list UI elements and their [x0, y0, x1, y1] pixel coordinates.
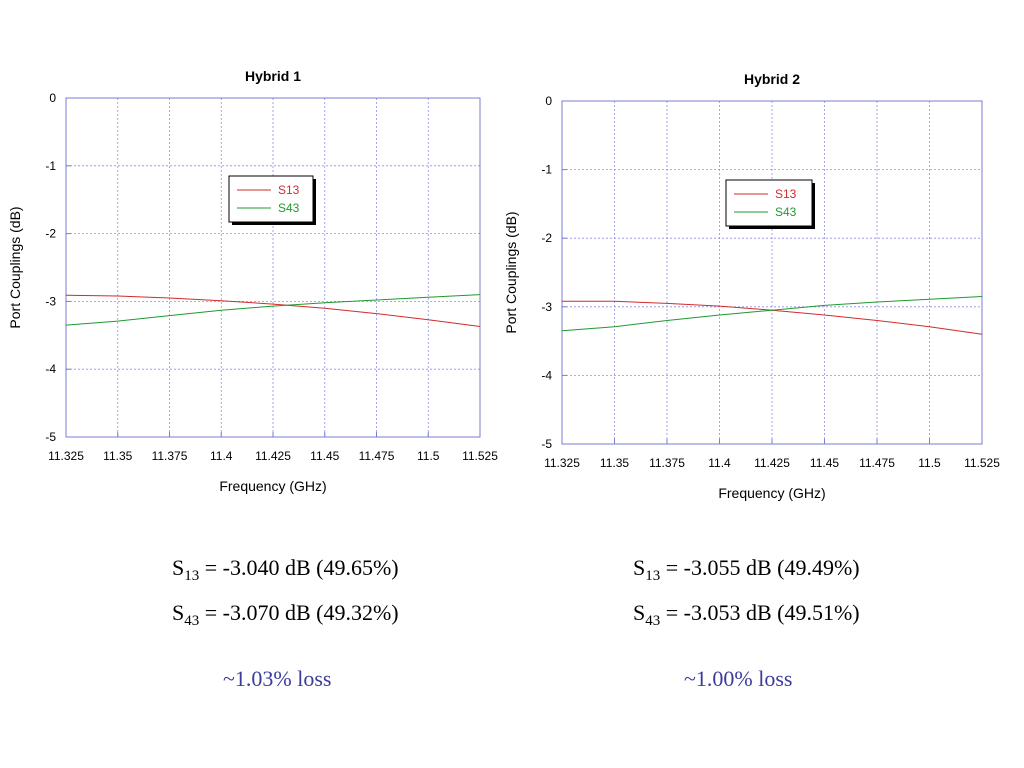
h2-legend-box	[725, 179, 813, 227]
h1-s13-result: S13 = -3.040 dB (49.65%)	[172, 555, 399, 584]
h2-legend-s43-label: S43	[775, 205, 797, 219]
h2-chart-title: Hybrid 2	[744, 71, 800, 87]
h1-s13-subscript: 13	[184, 568, 200, 584]
h1-ytick-label: -3	[45, 294, 56, 308]
h2-ytick-label: -1	[541, 163, 552, 177]
h1-legend-s43-label: S43	[278, 201, 300, 215]
h2-xtick-label: 11.375	[649, 456, 685, 470]
h2-ytick-label: -3	[541, 300, 552, 314]
h1-xtick-label: 11.4	[210, 449, 233, 463]
h1-series-s43-line	[65, 294, 481, 326]
h2-xtick-label: 11.525	[964, 456, 1000, 470]
h1-xtick-label: 11.525	[462, 449, 498, 463]
h1-chart-title: Hybrid 1	[245, 68, 301, 84]
h2-s43-subscript: 43	[645, 613, 661, 629]
h2-xtick-label: 11.425	[754, 456, 790, 470]
h2-ytick-label: -2	[541, 231, 552, 245]
h1-s43-value: = -3.070 dB (49.32%)	[199, 600, 399, 625]
h1-xtick-label: 11.35	[103, 449, 132, 463]
h1-s13-symbol: S	[172, 555, 185, 580]
h1-xtick-label: 11.5	[417, 449, 440, 463]
h2-xtick-label: 11.325	[544, 456, 580, 470]
h1-y-axis-label: Port Couplings (dB)	[7, 206, 23, 328]
h2-xtick-label: 11.4	[708, 456, 731, 470]
h2-x-axis-label: Frequency (GHz)	[718, 485, 825, 501]
h2-ytick-label: 0	[545, 94, 552, 108]
h2-s13-subscript: 13	[645, 568, 661, 584]
h1-s43-symbol: S	[172, 600, 185, 625]
h2-s13-result: S13 = -3.055 dB (49.49%)	[633, 555, 860, 584]
h2-s13-symbol: S	[633, 555, 646, 580]
h1-ytick-label: -2	[45, 227, 56, 241]
h1-s43-result: S43 = -3.070 dB (49.32%)	[172, 600, 399, 629]
h2-y-axis-label: Port Couplings (dB)	[503, 211, 519, 333]
h2-s43-result: S43 = -3.053 dB (49.51%)	[633, 600, 860, 629]
h1-series-s13-line	[65, 294, 481, 327]
h1-xtick-label: 11.475	[359, 449, 395, 463]
h1-ytick-label: -1	[45, 159, 56, 173]
h2-xtick-label: 11.45	[810, 456, 839, 470]
h1-x-axis-label: Frequency (GHz)	[219, 478, 326, 494]
h2-xtick-label: 11.35	[600, 456, 629, 470]
h1-legend-s13-label: S13	[278, 183, 300, 197]
h2-s43-symbol: S	[633, 600, 646, 625]
h1-legend-box	[228, 175, 314, 223]
h2-legend-s13-label: S13	[775, 187, 797, 201]
h2-xtick-label: 11.5	[918, 456, 941, 470]
h2-ytick-label: -4	[541, 368, 552, 382]
h1-loss: ~1.03% loss	[223, 666, 332, 691]
h1-s13-value: = -3.040 dB (49.65%)	[199, 555, 399, 580]
h2-series-s43-line	[561, 296, 983, 332]
h1-xtick-label: 11.325	[48, 449, 84, 463]
h2-xtick-label: 11.475	[859, 456, 895, 470]
h1-ytick-label: -5	[45, 430, 56, 444]
h2-s13-value: = -3.055 dB (49.49%)	[660, 555, 860, 580]
h2-ytick-label: -5	[541, 437, 552, 451]
h2-loss: ~1.00% loss	[684, 666, 793, 691]
h1-ytick-label: -4	[45, 362, 56, 376]
h2-s43-value: = -3.053 dB (49.51%)	[660, 600, 860, 625]
h1-xtick-label: 11.45	[310, 449, 339, 463]
h1-ytick-label: 0	[49, 91, 56, 105]
h1-xtick-label: 11.425	[255, 449, 291, 463]
h2-plot-frame	[561, 100, 983, 445]
h1-xtick-label: 11.375	[152, 449, 188, 463]
h1-s43-subscript: 43	[184, 613, 200, 629]
